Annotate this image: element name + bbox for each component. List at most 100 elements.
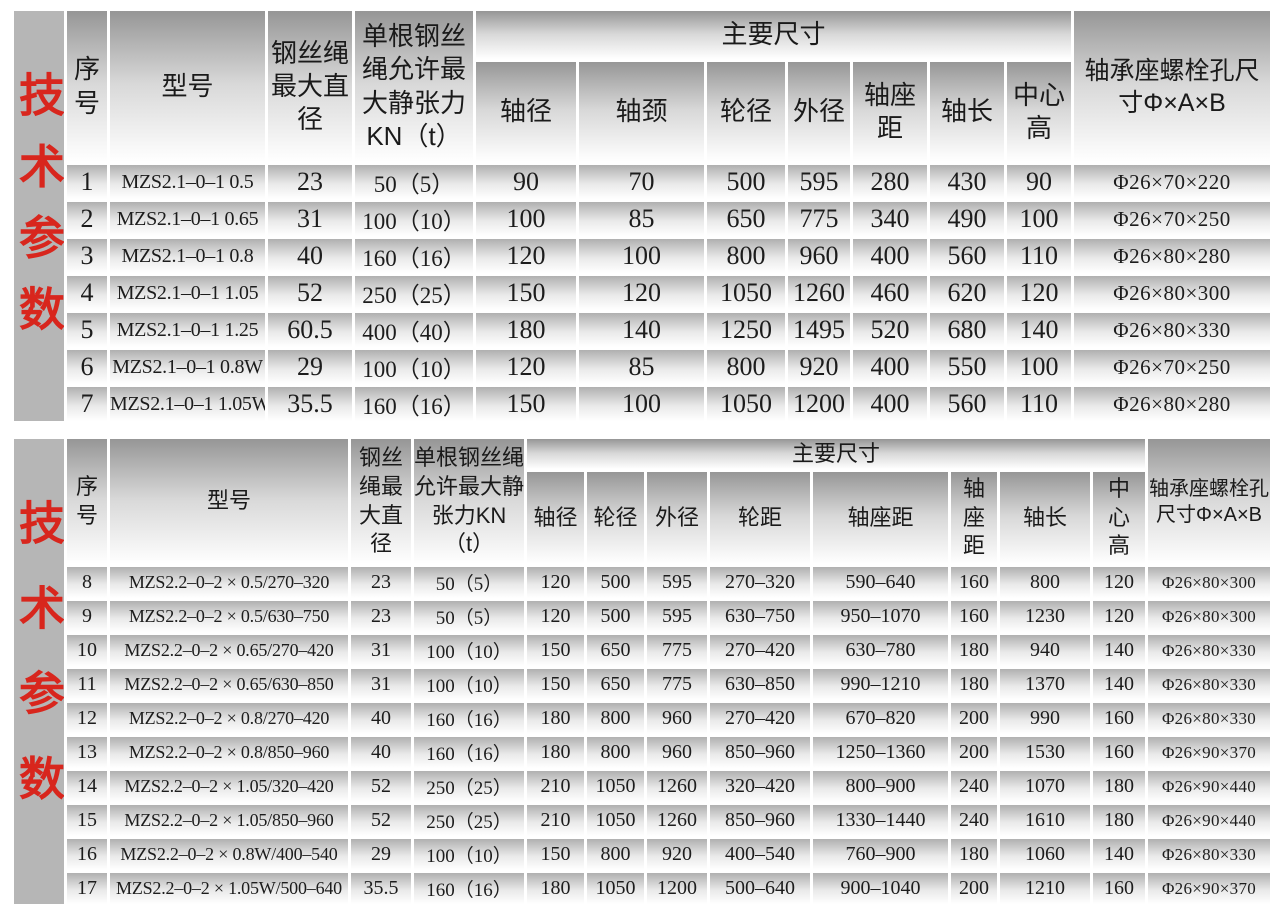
value-cell: 670–820 bbox=[813, 703, 948, 734]
table-row: 12 MZS2.2–0–2 × 0.8/270–420 40 160（16） 180 80… bbox=[14, 703, 1270, 734]
value-cell: 250（25） bbox=[355, 276, 473, 310]
value-cell: 52 bbox=[268, 276, 352, 310]
value-cell: 950–1070 bbox=[813, 601, 948, 632]
table-row: 4 MZS2.1–0–1 1.05 52 250（25） 150 120 1050 1260 4… bbox=[14, 276, 1270, 310]
value-cell: 1050 bbox=[587, 771, 644, 802]
value-cell: 60.5 bbox=[268, 313, 352, 347]
row-index-cell: 4 bbox=[67, 276, 107, 310]
bolt-spec-cell: Φ26×80×300 bbox=[1148, 567, 1270, 598]
col-header-center-height: 中心高 bbox=[1093, 472, 1146, 564]
value-cell: 850–960 bbox=[710, 737, 810, 768]
col-header-shaft-length: 轴长 bbox=[930, 62, 1004, 162]
value-cell: 180 bbox=[1093, 805, 1146, 836]
table-row: 16 MZS2.2–0–2 × 0.8W/400–540 29 100（10） 150 8… bbox=[14, 839, 1270, 870]
row-index-cell: 17 bbox=[67, 873, 107, 904]
value-cell: 800 bbox=[587, 737, 644, 768]
model-cell: MZS2.2–0–2 × 0.65/630–850 bbox=[110, 669, 348, 700]
value-cell: 280 bbox=[853, 165, 927, 199]
col-header-shaft-length: 轴长 bbox=[1000, 472, 1090, 564]
value-cell: 180 bbox=[527, 737, 584, 768]
header-row-bottom: 技术参数 序号 型号 钢丝绳最大直径 单根钢丝绳允许最大静张力KN（t） 主要尺… bbox=[14, 439, 1270, 904]
col-header-index: 序号 bbox=[67, 439, 107, 564]
model-cell: MZS2.1–0–1 1.05W bbox=[110, 387, 265, 421]
value-cell: 160 bbox=[1093, 873, 1146, 904]
value-cell: 52 bbox=[351, 771, 411, 802]
value-cell: 1260 bbox=[647, 771, 707, 802]
value-cell: 250（25） bbox=[414, 805, 524, 836]
bolt-spec-cell: Φ26×70×250 bbox=[1074, 202, 1270, 236]
value-cell: 240 bbox=[951, 805, 997, 836]
value-cell: 650 bbox=[587, 669, 644, 700]
value-cell: 150 bbox=[527, 669, 584, 700]
col-header-bolt-hole: 轴承座螺栓孔尺寸Φ×A×B bbox=[1074, 11, 1270, 162]
row-index-cell: 7 bbox=[67, 387, 107, 421]
bolt-spec-cell: Φ26×80×330 bbox=[1148, 703, 1270, 734]
value-cell: 100（10） bbox=[414, 669, 524, 700]
value-cell: 520 bbox=[853, 313, 927, 347]
model-cell: MZS2.2–0–2 × 0.5/270–320 bbox=[110, 567, 348, 598]
value-cell: 85 bbox=[579, 202, 704, 236]
value-cell: 120 bbox=[527, 601, 584, 632]
value-cell: 900–1040 bbox=[813, 873, 948, 904]
value-cell: 120 bbox=[476, 239, 576, 273]
value-cell: 680 bbox=[930, 313, 1004, 347]
value-cell: 990–1210 bbox=[813, 669, 948, 700]
value-cell: 560 bbox=[930, 387, 1004, 421]
value-cell: 200 bbox=[951, 873, 997, 904]
col-header-shaft-diameter: 轴径 bbox=[527, 472, 584, 564]
value-cell: 160（16） bbox=[355, 239, 473, 273]
side-label-text: 技术参数 bbox=[14, 70, 64, 357]
spec-table-bottom: 技术参数 序号 型号 钢丝绳最大直径 单根钢丝绳允许最大静张力KN（t） 主要尺… bbox=[11, 436, 1273, 907]
model-cell: MZS2.1–0–1 0.65 bbox=[110, 202, 265, 236]
bolt-spec-cell: Φ26×80×330 bbox=[1148, 839, 1270, 870]
col-header-bearing-seat-distance-narrow: 轴座距 bbox=[951, 472, 997, 564]
value-cell: 29 bbox=[268, 350, 352, 384]
value-cell: 240 bbox=[951, 771, 997, 802]
value-cell: 1200 bbox=[647, 873, 707, 904]
row-index-cell: 12 bbox=[67, 703, 107, 734]
model-cell: MZS2.1–0–1 0.8W bbox=[110, 350, 265, 384]
value-cell: 35.5 bbox=[351, 873, 411, 904]
value-cell: 180 bbox=[951, 839, 997, 870]
value-cell: 800 bbox=[587, 839, 644, 870]
value-cell: 150 bbox=[476, 387, 576, 421]
value-cell: 210 bbox=[527, 805, 584, 836]
value-cell: 775 bbox=[647, 635, 707, 666]
model-cell: MZS2.1–0–1 1.05 bbox=[110, 276, 265, 310]
value-cell: 1230 bbox=[1000, 601, 1090, 632]
model-cell: MZS2.2–0–2 × 0.8/850–960 bbox=[110, 737, 348, 768]
row-index-cell: 16 bbox=[67, 839, 107, 870]
value-cell: 90 bbox=[1007, 165, 1072, 199]
table-row: 13 MZS2.2–0–2 × 0.8/850–960 40 160（16） 180 80… bbox=[14, 737, 1270, 768]
value-cell: 160 bbox=[951, 601, 997, 632]
bolt-spec-cell: Φ26×70×250 bbox=[1074, 350, 1270, 384]
table-row: 9 MZS2.2–0–2 × 0.5/630–750 23 50（5） 120 500 59… bbox=[14, 601, 1270, 632]
model-cell: MZS2.1–0–1 1.25 bbox=[110, 313, 265, 347]
bolt-spec-cell: Φ26×80×330 bbox=[1148, 669, 1270, 700]
value-cell: 23 bbox=[351, 601, 411, 632]
model-cell: MZS2.2–0–2 × 1.05/850–960 bbox=[110, 805, 348, 836]
value-cell: 1260 bbox=[788, 276, 850, 310]
value-cell: 760–900 bbox=[813, 839, 948, 870]
value-cell: 100 bbox=[579, 239, 704, 273]
value-cell: 140 bbox=[1093, 839, 1146, 870]
value-cell: 270–420 bbox=[710, 635, 810, 666]
value-cell: 920 bbox=[788, 350, 850, 384]
value-cell: 100（10） bbox=[355, 350, 473, 384]
value-cell: 29 bbox=[351, 839, 411, 870]
value-cell: 270–420 bbox=[710, 703, 810, 734]
value-cell: 150 bbox=[527, 635, 584, 666]
col-header-journal: 轴颈 bbox=[579, 62, 704, 162]
value-cell: 800 bbox=[707, 239, 785, 273]
value-cell: 1060 bbox=[1000, 839, 1090, 870]
row-index-cell: 3 bbox=[67, 239, 107, 273]
value-cell: 50（5） bbox=[414, 601, 524, 632]
value-cell: 400 bbox=[853, 387, 927, 421]
value-cell: 100 bbox=[476, 202, 576, 236]
bolt-spec-cell: Φ26×90×370 bbox=[1148, 737, 1270, 768]
row-index-cell: 10 bbox=[67, 635, 107, 666]
model-cell: MZS2.2–0–2 × 0.5/630–750 bbox=[110, 601, 348, 632]
value-cell: 35.5 bbox=[268, 387, 352, 421]
value-cell: 160 bbox=[1093, 737, 1146, 768]
